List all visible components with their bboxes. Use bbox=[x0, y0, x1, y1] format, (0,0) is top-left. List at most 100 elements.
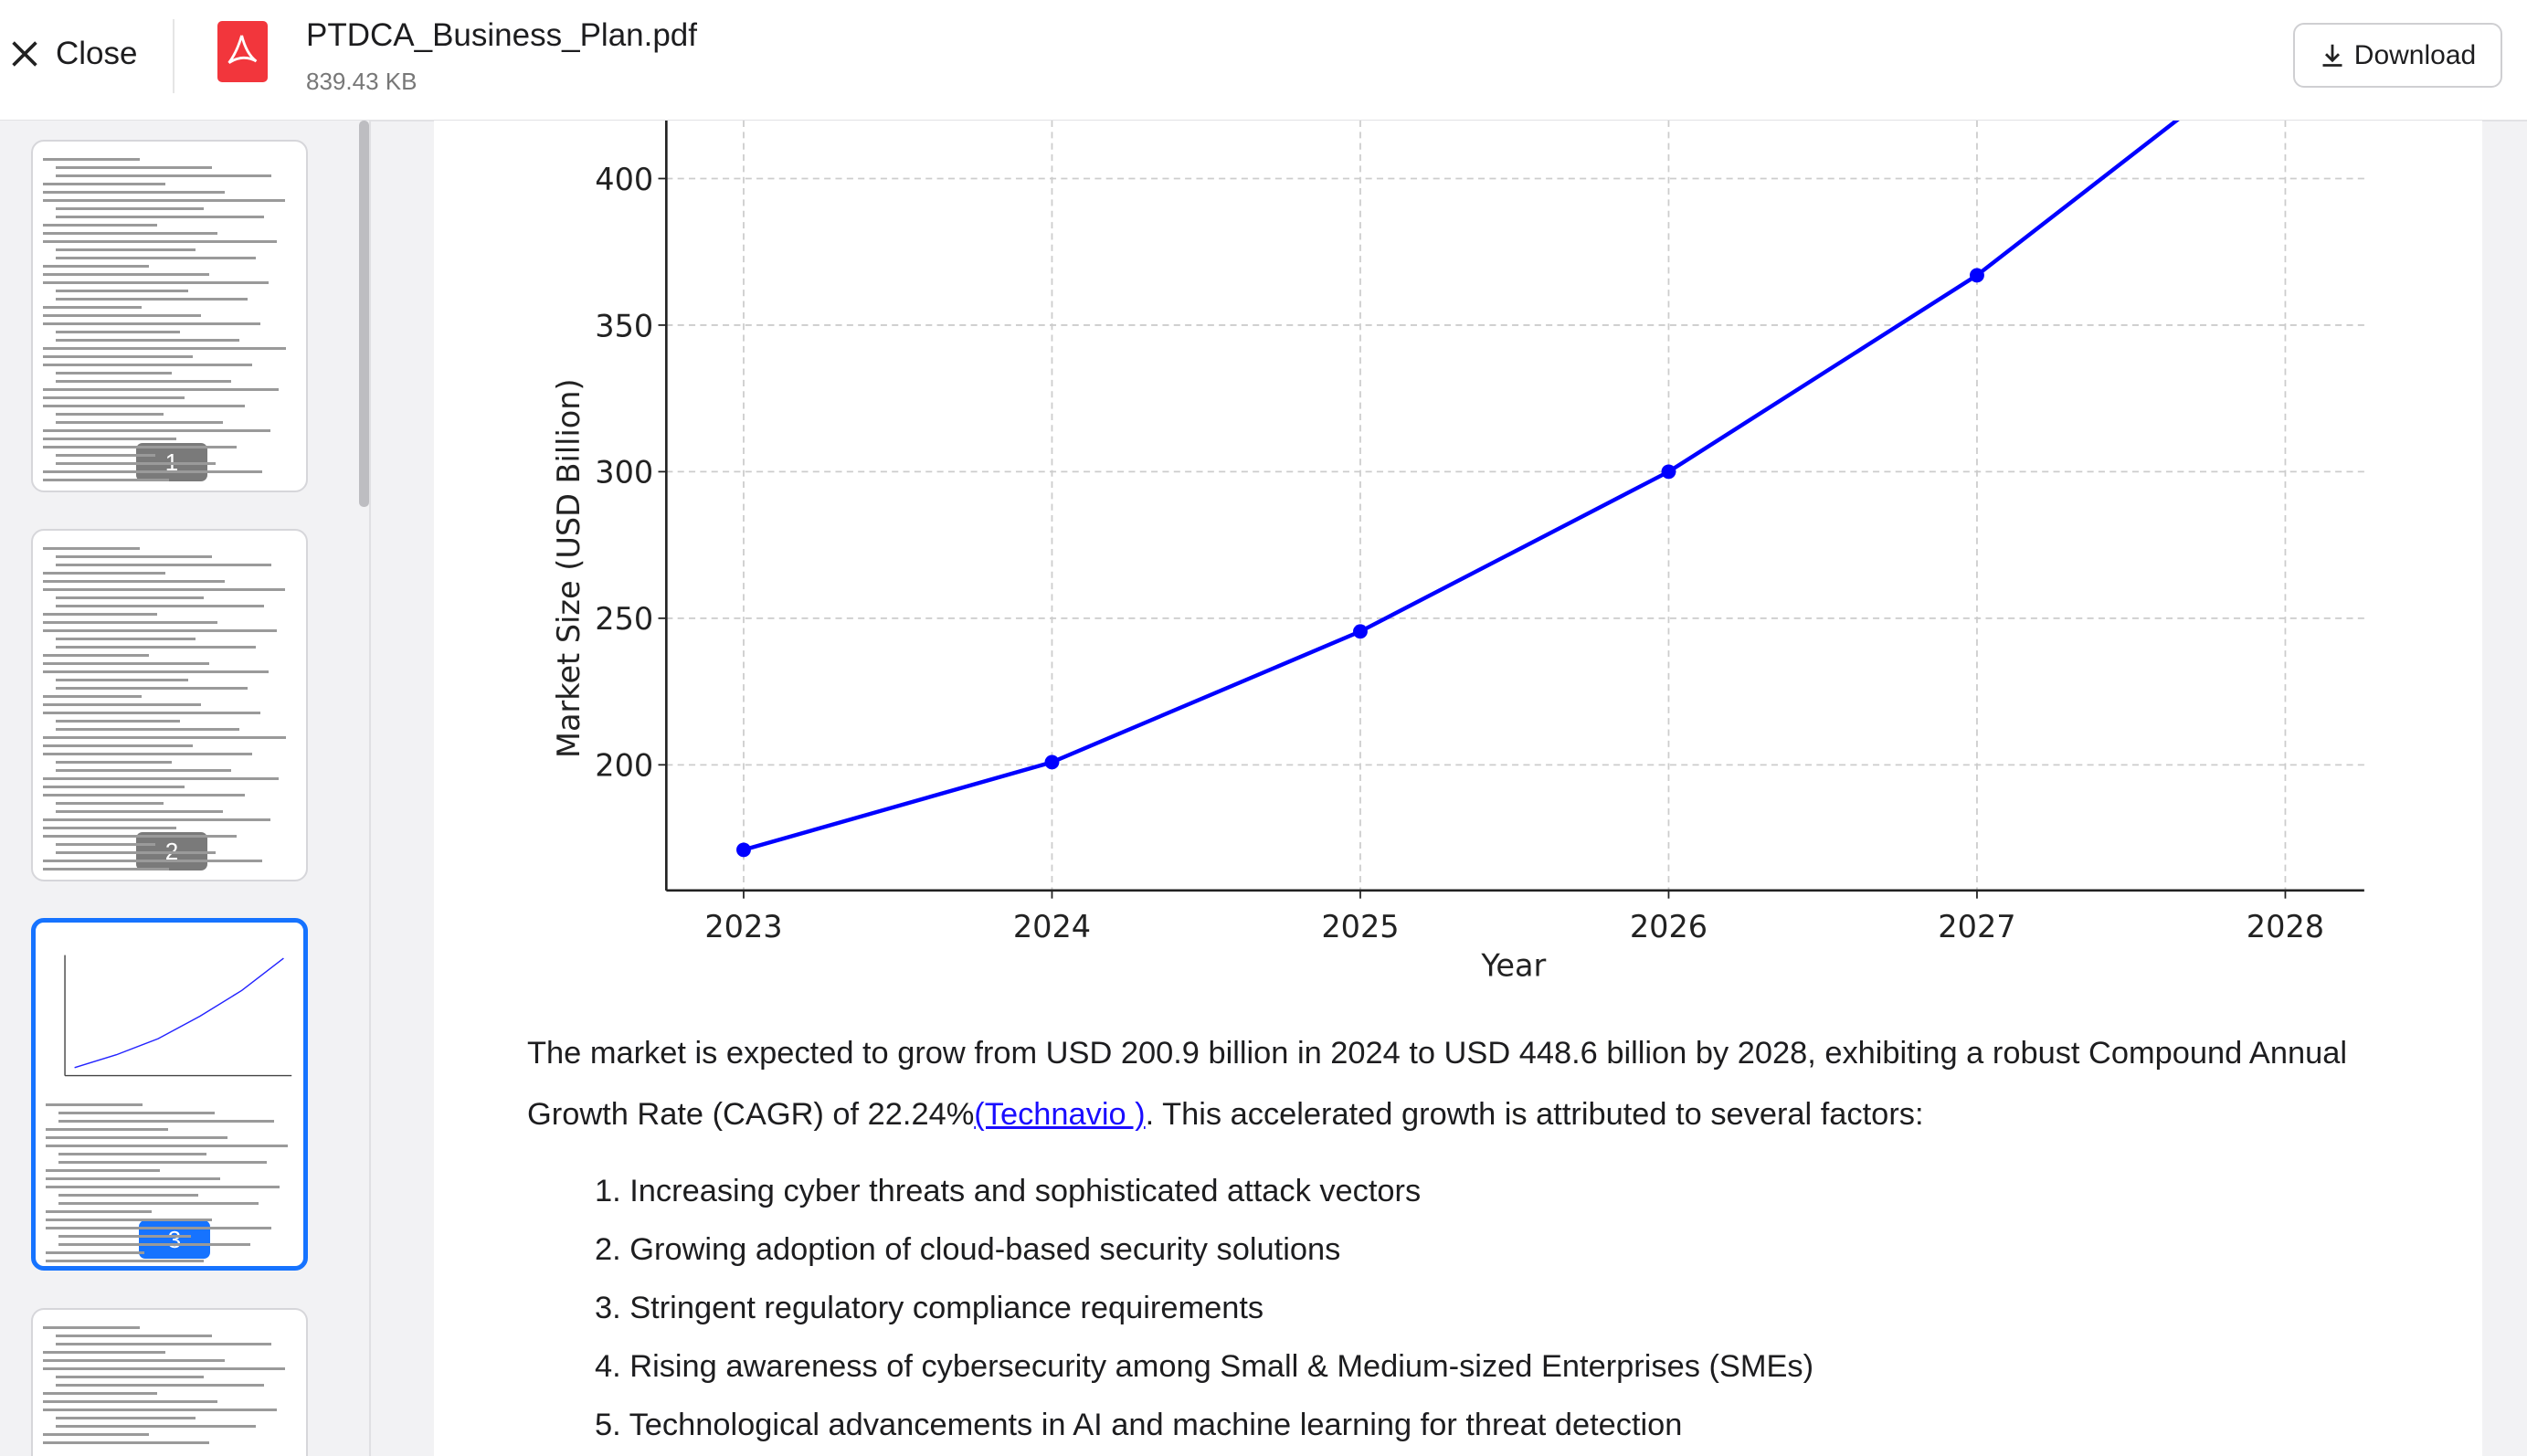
page-thumbnail-4[interactable] bbox=[31, 1308, 308, 1456]
divider bbox=[173, 19, 174, 93]
thumbnail-text-line bbox=[56, 769, 231, 772]
download-icon bbox=[2322, 44, 2342, 67]
thumbnail-text-line bbox=[43, 355, 193, 358]
thumbnail-text-line bbox=[43, 191, 225, 194]
thumbnail-text-line bbox=[43, 224, 157, 227]
thumbnail-text-line bbox=[58, 1120, 274, 1123]
thumbnail-text-line bbox=[43, 240, 277, 243]
thumbnail-text-line bbox=[43, 744, 193, 747]
thumbnail-text-line bbox=[43, 232, 217, 235]
thumbnail-text-line bbox=[43, 572, 165, 575]
y-tick-label: 350 bbox=[595, 308, 653, 343]
series-line bbox=[743, 121, 2180, 852]
technavio-link[interactable]: (Technavio ) bbox=[974, 1097, 1146, 1132]
thumbnail-text-line bbox=[43, 405, 245, 407]
thumbnail-text-line bbox=[43, 479, 169, 481]
page-thumbnail-2[interactable]: 2 bbox=[31, 529, 308, 881]
thumbnail-text-line bbox=[43, 446, 237, 448]
thumbnail-text-line bbox=[43, 654, 149, 657]
list-item: 4. Rising awareness of cybersecurity amo… bbox=[595, 1349, 1814, 1384]
thumbnail-text-line bbox=[43, 265, 149, 268]
thumbnail-chart bbox=[64, 955, 292, 1077]
file-name: PTDCA_Business_Plan.pdf bbox=[306, 17, 697, 53]
thumbnail-text-line bbox=[43, 629, 277, 632]
thumbnail-text-line bbox=[43, 1433, 149, 1436]
thumbnail-text-line bbox=[56, 1343, 271, 1345]
thumbnail-text-line bbox=[43, 662, 209, 665]
thumbnail-text-line bbox=[43, 347, 286, 350]
thumbnail-text-line bbox=[43, 777, 279, 780]
page-thumbnail-3[interactable]: 3 bbox=[31, 918, 308, 1271]
thumbnail-text-line bbox=[56, 687, 248, 690]
thumbnail-text-line bbox=[43, 1359, 225, 1362]
x-tick-label: 2028 bbox=[2247, 909, 2324, 944]
y-tick-label: 250 bbox=[595, 601, 653, 637]
thumbnail-text-line bbox=[43, 273, 209, 276]
thumbnail-text-line bbox=[46, 1251, 144, 1254]
page-thumbnail-1[interactable]: 1 bbox=[31, 140, 308, 492]
thumbnail-text-line bbox=[58, 1235, 191, 1238]
factor-list: 1. Increasing cyber threats and sophisti… bbox=[595, 1162, 1813, 1454]
thumbnail-text-line bbox=[56, 1425, 256, 1428]
thumbnail-text-line bbox=[56, 216, 264, 218]
x-tick-label: 2024 bbox=[1013, 909, 1091, 944]
thumbnail-text-line bbox=[56, 761, 172, 764]
thumbnail-text-line bbox=[43, 547, 140, 550]
data-point bbox=[1353, 624, 1368, 639]
thumbnail-text-line bbox=[43, 695, 142, 698]
thumbnail-text-line bbox=[58, 1112, 215, 1114]
list-item: 1. Increasing cyber threats and sophisti… bbox=[595, 1174, 1422, 1208]
thumbnail-text-line bbox=[43, 1326, 140, 1329]
thumbnail-text-line bbox=[56, 843, 155, 846]
thumbnail-text-line bbox=[56, 1384, 264, 1387]
thumbnail-text-line bbox=[56, 257, 256, 259]
thumbnail-text-line bbox=[43, 1351, 165, 1354]
thumbnail-text-line bbox=[58, 1243, 250, 1246]
thumbnail-text-line bbox=[43, 281, 269, 284]
thumbnail-text-line bbox=[56, 802, 164, 805]
thumbnail-text-line bbox=[46, 1219, 212, 1221]
close-button[interactable]: Close bbox=[10, 36, 137, 72]
thumbnail-text-line bbox=[43, 199, 285, 202]
thumbnail-text-line bbox=[56, 679, 188, 681]
data-point bbox=[1970, 268, 1984, 283]
thumbnail-text-line bbox=[43, 396, 185, 399]
list-item: 5. Technological advancements in AI and … bbox=[595, 1408, 1683, 1442]
thumbnail-text-line bbox=[43, 429, 270, 432]
viewer-header: Close PTDCA_Business_Plan.pdf 839.43 KB … bbox=[0, 0, 2527, 121]
thumbnail-text-line bbox=[56, 207, 204, 210]
thumbnail-text-line bbox=[43, 868, 169, 870]
y-tick-label: 200 bbox=[595, 748, 653, 784]
thumbnail-text-line bbox=[56, 851, 216, 854]
thumbnail-text-line bbox=[56, 454, 155, 457]
thumbnail-text-line bbox=[43, 786, 185, 788]
thumbnail-text-line bbox=[43, 1400, 217, 1403]
thumbnail-text-line bbox=[56, 372, 172, 375]
paragraph: The market is expected to grow from USD … bbox=[527, 1023, 2381, 1145]
thumbnail-text-line bbox=[46, 1260, 204, 1262]
x-axis-label: Year bbox=[1480, 947, 1546, 983]
thumbnail-text-line bbox=[46, 1136, 227, 1139]
paragraph-text: The market is expected to grow from USD … bbox=[527, 1036, 2347, 1132]
thumbnail-text-line bbox=[43, 835, 237, 838]
download-button[interactable]: Download bbox=[2293, 23, 2502, 88]
thumbnail-text-line bbox=[46, 1186, 280, 1188]
thumbnail-text-line bbox=[56, 248, 196, 251]
market-size-chart: 200 250 300 350 400 2023 2024 2025 2026 2027 2028 Y… bbox=[551, 121, 2364, 983]
thumbnail-text-line bbox=[56, 564, 271, 566]
thumbnail-text-line bbox=[43, 1367, 285, 1370]
list-item: 3. Stringent regulatory compliance requi… bbox=[595, 1291, 1264, 1325]
thumbnail-text-line bbox=[56, 421, 223, 424]
thumbnail-text-line bbox=[43, 613, 157, 616]
paragraph-text-end: . This accelerated growth is attributed … bbox=[1145, 1097, 1924, 1132]
x-tick-label: 2027 bbox=[1938, 909, 2015, 944]
thumbnail-text-line bbox=[56, 174, 271, 177]
thumbnail-text-line bbox=[46, 1210, 152, 1213]
close-icon bbox=[12, 41, 37, 67]
thumbnail-text-line bbox=[58, 1194, 198, 1197]
thumbnail-text-line bbox=[56, 1335, 212, 1337]
thumbnail-text-line bbox=[43, 712, 260, 714]
thumbnail-text-line bbox=[43, 1409, 277, 1411]
thumbnail-text-line bbox=[43, 314, 201, 317]
sidebar-scrollbar[interactable] bbox=[359, 121, 369, 507]
